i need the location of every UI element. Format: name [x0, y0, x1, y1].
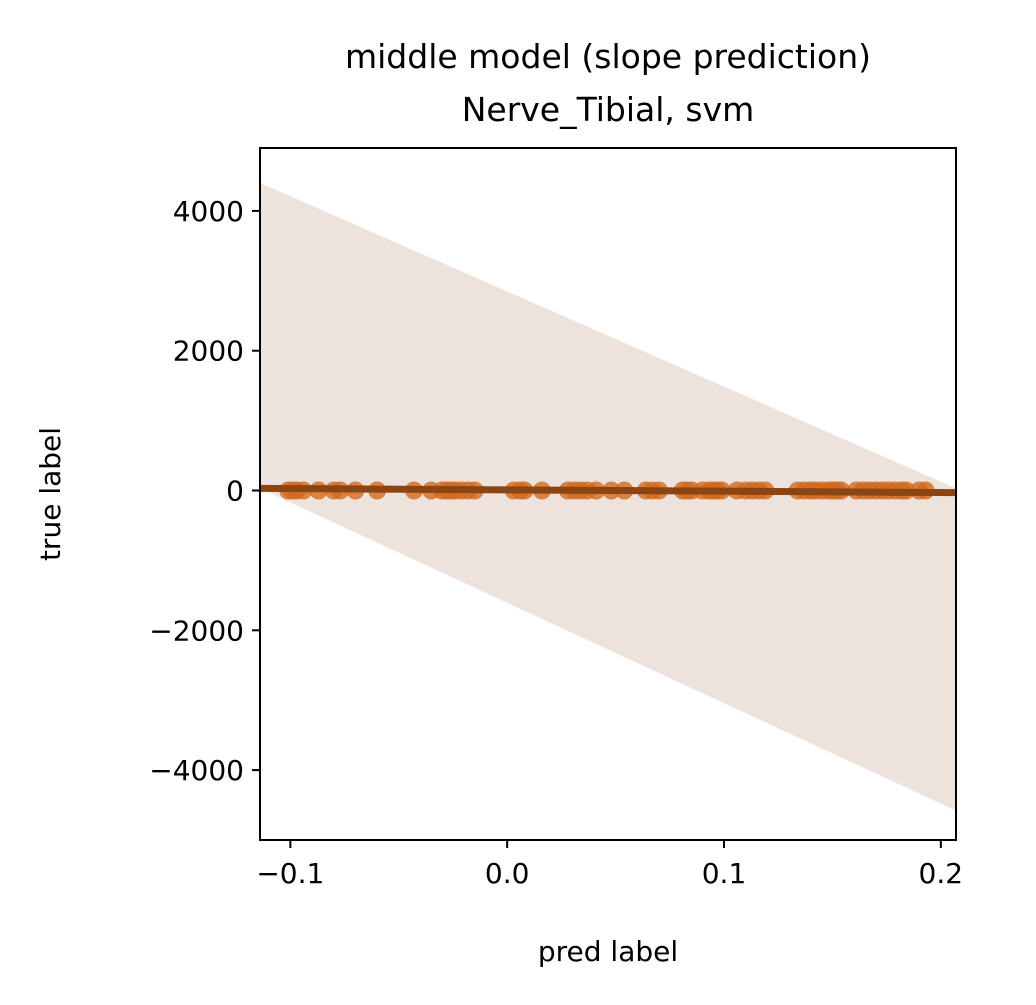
chart-title: middle model (slope prediction) [345, 37, 871, 76]
plot-area [259, 182, 957, 811]
y-tick-label: −2000 [149, 614, 244, 647]
x-tick-label: 0.0 [485, 857, 530, 890]
x-axis-label: pred label [538, 935, 678, 968]
y-tick-label: 0 [226, 475, 244, 508]
x-tick-label: 0.1 [702, 857, 747, 890]
x-tick-label: −0.1 [256, 857, 324, 890]
x-axis: −0.1 0.0 0.1 0.2 [256, 840, 963, 890]
plot-frame [259, 147, 957, 841]
y-tick-label: −4000 [149, 754, 244, 787]
y-tick-label: 2000 [173, 335, 244, 368]
x-tick-label: 0.2 [919, 857, 964, 890]
y-axis-label: true label [34, 427, 67, 561]
y-tick-label: 4000 [173, 195, 244, 228]
chart-subtitle: Nerve_Tibial, svm [462, 90, 755, 129]
y-axis: −4000 −2000 0 2000 4000 [149, 195, 260, 787]
regression-line [259, 484, 957, 497]
